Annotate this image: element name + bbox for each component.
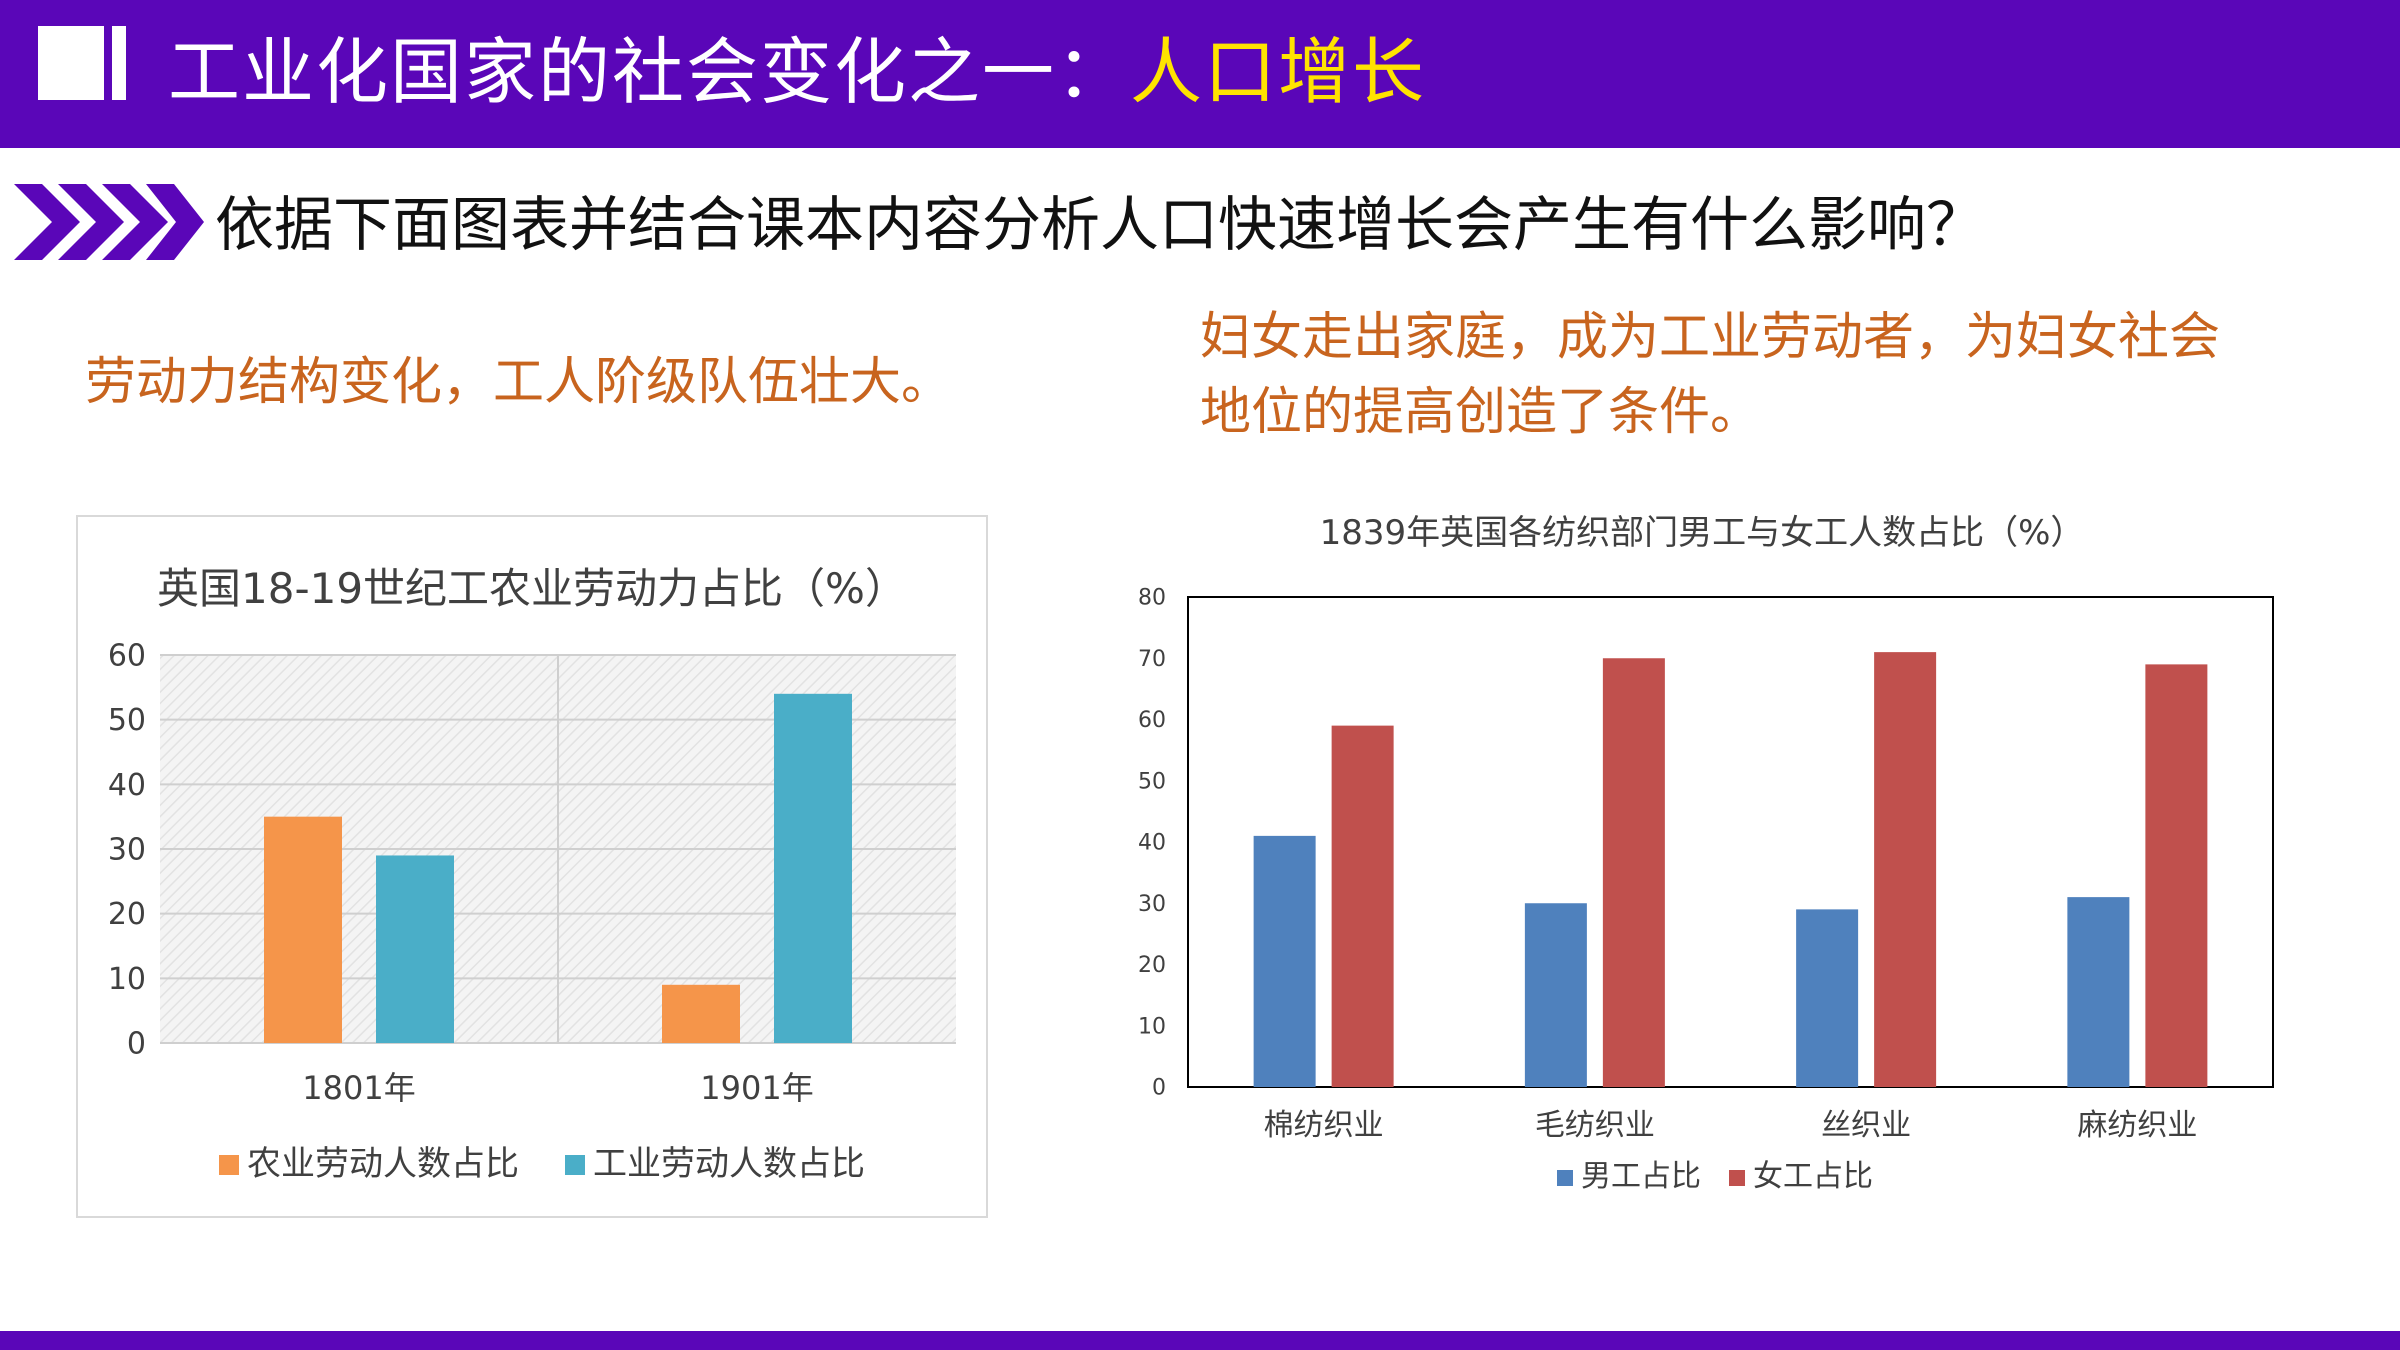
bar: [1602, 658, 1665, 1087]
y-tick-label: 40: [108, 768, 146, 803]
footer-bar: [0, 1331, 2400, 1350]
x-category-label: 毛纺织业: [1535, 1108, 1655, 1143]
bar: [2067, 897, 2130, 1087]
y-tick-label: 20: [108, 897, 146, 932]
y-tick-label: 60: [108, 639, 146, 674]
x-category-label: 棉纺织业: [1264, 1108, 1384, 1143]
chart1-title: 英国18-19世纪工农业劳动力占比（%）: [157, 564, 907, 613]
bar: [264, 816, 342, 1043]
title-bar-icon: [112, 26, 126, 100]
bar: [376, 855, 454, 1043]
bar: [662, 984, 740, 1043]
y-tick-label: 0: [127, 1027, 146, 1062]
y-tick-label: 70: [1138, 647, 1166, 672]
note-right: 妇女走出家庭，成为工业劳动者，为妇女社会地位的提高创造了条件。: [1200, 308, 2221, 442]
y-tick-label: 10: [1138, 1014, 1166, 1039]
chart-textile-gender-share: 1839年英国各纺织部门男工与女工人数占比（%） 0 10 20 30 40 50 60 70…: [1138, 514, 2274, 1194]
x-category-label: 丝织业: [1821, 1108, 1911, 1143]
x-category-label: 1901年: [700, 1069, 813, 1107]
x-category-label: 1801年: [302, 1069, 415, 1107]
page-title: 工业化国家的社会变化之一：人口增长: [168, 22, 1426, 122]
legend-swatch: [219, 1155, 239, 1175]
bar: [1874, 652, 1937, 1087]
bar: [774, 693, 852, 1043]
bar: [1253, 835, 1316, 1087]
y-tick-label: 80: [1138, 586, 1166, 611]
y-tick-label: 30: [1138, 892, 1166, 917]
y-tick-label: 30: [108, 833, 146, 868]
bar: [1524, 903, 1587, 1087]
chart-labor-share: 英国18-19世纪工农业劳动力占比（%） 0 10 20 30 40 50 60 1801年 1…: [76, 515, 988, 1218]
legend-label: 男工占比: [1581, 1159, 1701, 1194]
page-title-highlight: 人口增长: [1130, 30, 1427, 114]
x-category-label: 麻纺织业: [2077, 1108, 2197, 1143]
y-tick-label: 0: [1152, 1076, 1166, 1101]
chart2-title: 1839年英国各纺织部门男工与女工人数占比（%）: [1320, 514, 2085, 553]
y-tick-label: 60: [1138, 708, 1166, 733]
y-tick-label: 50: [108, 703, 146, 738]
bar: [1331, 725, 1394, 1087]
header-bar: 工业化国家的社会变化之一：人口增长: [0, 0, 2400, 148]
legend-swatch: [1729, 1170, 1745, 1186]
y-tick-label: 10: [108, 962, 146, 997]
legend-label: 工业劳动人数占比: [593, 1144, 865, 1184]
bar: [2145, 664, 2208, 1087]
legend-swatch: [565, 1155, 585, 1175]
legend-label: 农业劳动人数占比: [247, 1144, 519, 1184]
bar: [1796, 909, 1859, 1087]
y-tick-label: 40: [1138, 831, 1166, 856]
y-tick-label: 50: [1138, 769, 1166, 794]
legend-label: 女工占比: [1753, 1159, 1873, 1194]
legend-swatch: [1557, 1170, 1573, 1186]
question-text: 依据下面图表并结合课本内容分析人口快速增长会产生有什么影响？: [215, 190, 1986, 259]
page-title-prefix: 工业化国家的社会变化之一：: [168, 30, 1131, 114]
chevron-arrows-icon: [14, 184, 204, 260]
title-square-icon: [38, 26, 104, 100]
y-tick-label: 20: [1138, 953, 1166, 978]
note-left: 劳动力结构变化，工人阶级队伍壮大。: [85, 353, 953, 412]
